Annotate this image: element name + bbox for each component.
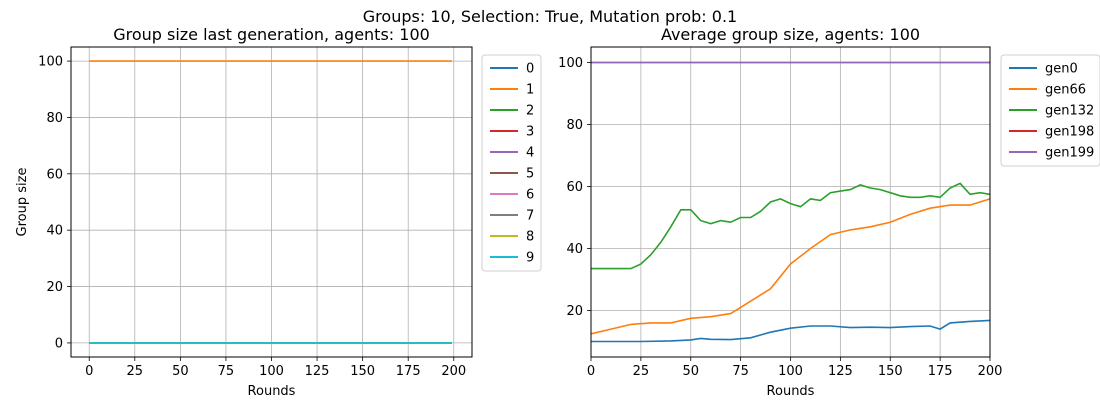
y-tick-label: 20 [566,304,583,319]
legend-label-6: 6 [526,188,534,203]
x-tick-label: 50 [172,364,189,379]
legend-label-gen132: gen132 [1045,104,1094,119]
y-tick-labels: 20 40 60 80 100 [558,56,591,319]
x-tick-label: 0 [85,364,93,379]
chart-average-group-size: 0 25 50 75 100 125 150 175 200 20 40 60 80 100 Avera… [558,25,1100,399]
figure-suptitle: Groups: 10, Selection: True, Mutation pr… [363,7,737,26]
y-tick-label: 20 [46,280,63,295]
legend-label-3: 3 [526,125,534,140]
x-tick-labels: 0 25 50 75 100 125 150 175 200 [587,357,1003,379]
y-tick-label: 40 [566,242,583,257]
x-axis-label: Rounds [767,384,815,399]
y-tick-label: 60 [46,167,63,182]
x-tick-label: 125 [828,364,853,379]
legend-label-1: 1 [526,83,534,98]
x-axis-label: Rounds [248,384,296,399]
x-tick-label: 200 [978,364,1003,379]
y-axis-label: Group size [15,168,30,237]
chart-series [89,60,452,344]
x-tick-label: 125 [305,364,330,379]
legend-label-4: 4 [526,146,534,161]
x-tick-label: 25 [127,364,144,379]
series-line-gen0 [591,319,990,343]
chart-legend: gen0 gen66 gen132 gen198 gen199 [1000,54,1100,167]
x-tick-label: 100 [778,364,803,379]
chart-grid [590,47,991,357]
x-tick-label: 75 [218,364,235,379]
y-tick-label: 0 [55,336,63,351]
y-tick-label: 100 [38,55,63,70]
legend-box [1000,54,1100,167]
y-tick-label: 80 [46,111,63,126]
y-tick-label: 100 [558,56,583,71]
chart-legend: 0 1 2 3 4 5 6 7 8 9 [481,54,542,272]
legend-label-7: 7 [526,209,534,224]
legend-label-2: 2 [526,104,534,119]
x-tick-label: 100 [259,364,284,379]
x-tick-label: 175 [928,364,953,379]
x-tick-label: 0 [587,364,595,379]
chart-title: Group size last generation, agents: 100 [113,25,430,44]
chart-grid [71,47,472,357]
legend-label-9: 9 [526,251,534,266]
y-tick-labels: 0 20 40 60 80 100 [38,55,71,351]
y-tick-label: 80 [566,118,583,133]
legend-label-0: 0 [526,62,534,77]
y-tick-label: 40 [46,224,63,239]
x-tick-label: 75 [732,364,749,379]
x-tick-label: 175 [396,364,421,379]
chart-title: Average group size, agents: 100 [661,25,920,44]
x-tick-label: 150 [350,364,375,379]
x-tick-label: 150 [878,364,903,379]
x-tick-labels: 0 25 50 75 100 125 150 175 200 [85,357,466,379]
series-line-gen66 [591,198,990,335]
x-tick-label: 200 [441,364,466,379]
legend-label-gen198: gen198 [1045,125,1094,140]
x-tick-label: 25 [633,364,650,379]
legend-label-5: 5 [526,167,534,182]
series-line-gen132 [591,182,990,270]
y-tick-label: 60 [566,180,583,195]
chart-series [591,61,990,343]
legend-label-gen0: gen0 [1045,62,1078,77]
legend-label-gen199: gen199 [1045,146,1094,161]
x-tick-label: 50 [682,364,699,379]
legend-label-gen66: gen66 [1045,83,1086,98]
legend-label-8: 8 [526,230,534,245]
